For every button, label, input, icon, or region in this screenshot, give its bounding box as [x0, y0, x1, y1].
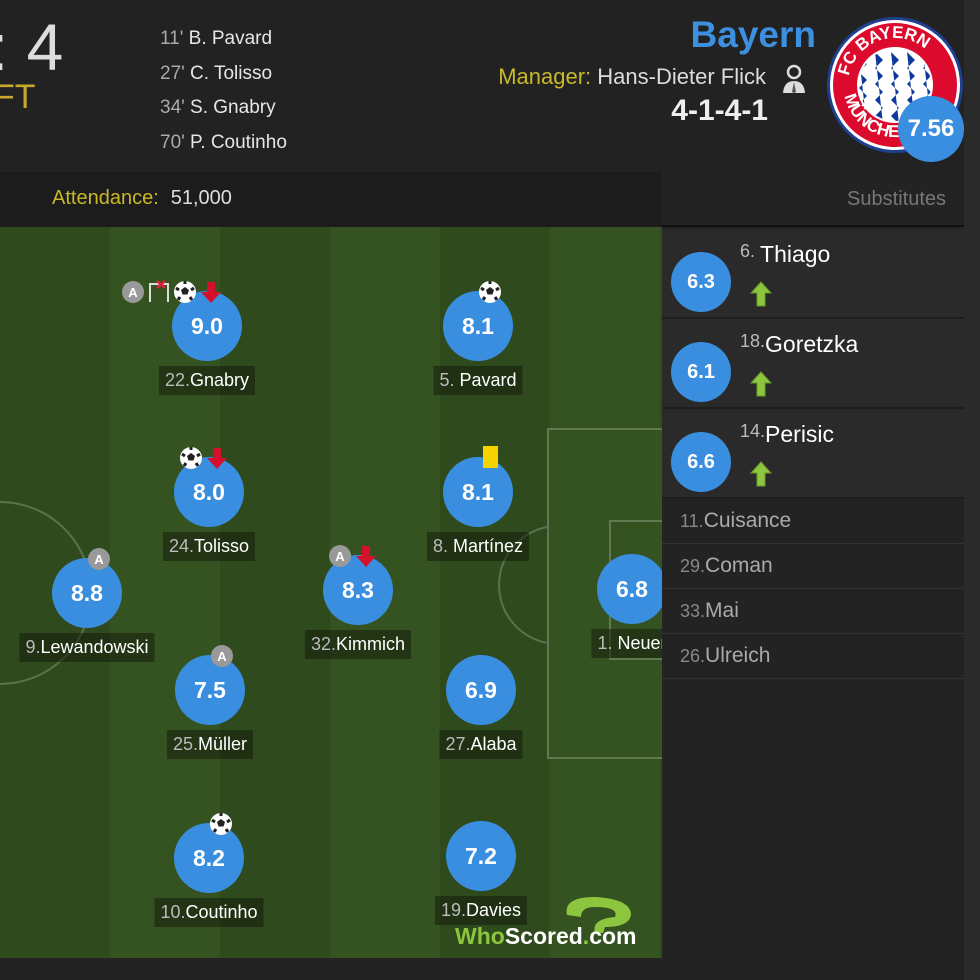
goal-item: 11' B. Pavard	[160, 28, 273, 49]
yellow-card-icon	[483, 446, 498, 468]
sub-rating: 6.6	[671, 432, 731, 492]
sub-name: 6. Thiago	[740, 241, 831, 267]
sub-rating: 6.3	[671, 252, 731, 312]
pitch: 9.0 A 22.Gnabry 8.1 5. Pavard 8.0 24.Tolis…	[0, 227, 662, 958]
goal-item: 34' S. Gnabry	[160, 97, 276, 118]
svg-text:A: A	[335, 549, 345, 564]
player-name[interactable]: 25.Müller	[166, 730, 254, 759]
player-name[interactable]: 8. Martínez	[426, 532, 530, 561]
player-rating: 8.3	[323, 555, 393, 625]
sub-rating: 6.1	[671, 342, 731, 402]
substitute-row[interactable]: 6.1 18.Goretzka	[662, 319, 964, 409]
sub-off-icon	[201, 282, 221, 303]
player-rating: 7.2	[446, 821, 516, 891]
sub-on-icon	[750, 281, 772, 307]
goal-player-link[interactable]: S. Gnabry	[190, 97, 276, 118]
player-rating: 8.8	[52, 558, 122, 628]
goal-player-link[interactable]: P. Coutinho	[190, 131, 287, 153]
player-rating: 6.8	[597, 554, 662, 624]
svg-text:A: A	[94, 552, 104, 567]
bench-player-row[interactable]: 11.Cuisance	[662, 499, 964, 544]
player-name[interactable]: 9.Lewandowski	[19, 633, 155, 662]
player-events	[179, 446, 229, 470]
bench-player-row[interactable]: 26.Ulreich	[662, 634, 964, 679]
goal-item: 70' P. Coutinho	[160, 131, 287, 153]
svg-text:A: A	[128, 285, 138, 300]
goal-item: 27' C. Tolisso	[160, 62, 273, 84]
bench-player-row[interactable]: 29.Coman	[662, 544, 964, 589]
formation: 4-1-4-1	[671, 94, 768, 127]
goal-player-link[interactable]: B. Pavard	[188, 28, 273, 49]
team-rating: 7.56	[898, 96, 964, 162]
player-name[interactable]: 5. Pavard	[433, 366, 523, 395]
player-events: A	[328, 544, 378, 568]
player-name[interactable]: 32.Kimmich	[304, 630, 412, 659]
assist-icon: A	[211, 645, 233, 667]
sub-off-icon	[207, 448, 227, 469]
sub-name: 14.Perisic	[740, 421, 835, 447]
assist-icon: A	[122, 281, 144, 303]
whoscored-logo: WhoScored.com	[455, 897, 636, 949]
player-rating: 7.5	[175, 655, 245, 725]
attendance-bar: Attendance: 51,000	[0, 172, 662, 227]
player-events	[478, 280, 502, 304]
substitute-row[interactable]: 6.6 14.Perisic	[662, 409, 964, 499]
scrollbar[interactable]	[964, 0, 980, 980]
manager-icon	[783, 64, 805, 93]
svg-text:WhoScored.com: WhoScored.com	[455, 923, 636, 949]
player-name[interactable]: 10.Coutinho	[154, 898, 264, 927]
goal-player-link[interactable]: C. Tolisso	[190, 62, 273, 84]
team-name[interactable]: Bayern	[690, 14, 816, 55]
player-events: A	[87, 547, 111, 571]
woodwork-icon	[149, 280, 169, 302]
player-rating: 8.1	[443, 291, 513, 361]
sub-name: 18.Goretzka	[740, 331, 859, 357]
player-name[interactable]: 22.Gnabry	[158, 366, 256, 395]
goal-icon	[174, 281, 196, 303]
goal-scorers: 11' B. Pavard 27' C. Tolisso 34' S. Gnab…	[160, 22, 287, 160]
assist-icon: A	[329, 545, 351, 567]
player-name[interactable]: 24.Tolisso	[162, 532, 256, 561]
sub-on-icon	[750, 371, 772, 397]
player-name[interactable]: 19.Davies	[434, 896, 528, 925]
player-rating: 8.0	[174, 457, 244, 527]
player-events: A	[121, 280, 223, 304]
player-name[interactable]: 27.Alaba	[439, 730, 523, 759]
score: : 4	[0, 10, 64, 84]
match-status: FT	[0, 78, 36, 116]
bench-player-row[interactable]: 33.Mai	[662, 589, 964, 634]
player-rating: 6.9	[446, 655, 516, 725]
player-events: A	[210, 644, 234, 668]
assist-icon: A	[88, 548, 110, 570]
player-name[interactable]: 1. Neuer	[591, 629, 662, 658]
match-header: : 4 FT 11' B. Pavard 27' C. Tolisso 34' …	[0, 0, 980, 172]
goal-icon	[210, 813, 232, 835]
substitutes-header: Substitutes	[662, 172, 964, 227]
substitutes-panel: 6.3 6. Thiago 6.1 18.Goretzka 6.6 14.Per…	[662, 229, 964, 679]
player-rating: 8.2	[174, 823, 244, 893]
manager: Manager: Hans-Dieter Flick	[498, 64, 766, 89]
player-rating: 8.1	[443, 457, 513, 527]
substitute-row[interactable]: 6.3 6. Thiago	[662, 229, 964, 319]
sub-on-icon	[750, 461, 772, 487]
svg-text:A: A	[217, 649, 227, 664]
goal-icon	[479, 281, 501, 303]
player-events	[209, 812, 233, 836]
player-events	[478, 446, 502, 470]
goal-icon	[180, 447, 202, 469]
sub-off-icon	[356, 546, 376, 567]
